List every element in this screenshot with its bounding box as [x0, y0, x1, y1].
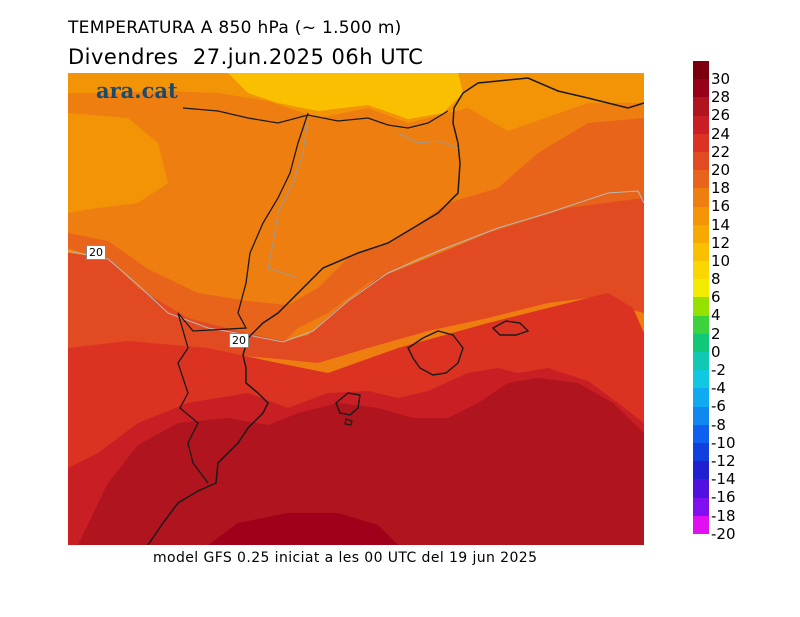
color-swatch — [693, 115, 709, 134]
color-swatch — [693, 370, 709, 389]
scale-label: 20 — [711, 160, 731, 179]
map-date: Divendres 27.jun.2025 06h UTC — [68, 45, 424, 69]
band-20-22 — [68, 198, 644, 363]
color-swatch — [693, 442, 709, 462]
scale-label: -10 — [711, 433, 736, 452]
band-28-30 — [78, 378, 644, 545]
island-mallorca — [407, 330, 464, 376]
contour-20 — [68, 190, 644, 343]
scale-label: -4 — [711, 379, 726, 398]
scale-label: 8 — [711, 270, 721, 289]
color-swatch — [693, 224, 709, 243]
color-swatch — [693, 424, 709, 443]
band-18-20 — [68, 118, 644, 343]
scale-label: 18 — [711, 179, 731, 198]
color-swatch — [693, 461, 709, 480]
scale-label: -2 — [711, 361, 726, 379]
scale-label: 12 — [711, 233, 731, 252]
scale-label: 6 — [711, 288, 721, 307]
scale-label: -14 — [711, 470, 736, 489]
color-swatch — [693, 206, 709, 225]
border-portugal-spain — [177, 112, 309, 484]
color-swatch — [693, 352, 709, 371]
contour-label: 20 — [86, 245, 106, 260]
scale-label: -20 — [711, 524, 736, 543]
map-title: TEMPERATURA A 850 hPa (~ 1.500 m) — [68, 18, 402, 38]
scale-label: 24 — [711, 124, 731, 143]
scale-label: -6 — [711, 397, 726, 416]
scale-label: 4 — [711, 306, 721, 325]
island-ibiza — [335, 392, 361, 416]
color-swatch — [693, 61, 709, 80]
border-france-spain — [182, 107, 449, 129]
model-info: model GFS 0.25 iniciat a les 00 UTC del … — [153, 550, 538, 566]
scale-label: 26 — [711, 106, 731, 125]
color-swatch — [693, 515, 709, 534]
border-regions — [267, 117, 459, 279]
brand-logo: ara.cat — [96, 78, 178, 103]
color-swatch — [693, 188, 709, 207]
scale-label: -18 — [711, 506, 736, 525]
temperature-map — [68, 73, 644, 545]
scale-label: 22 — [711, 142, 731, 161]
scale-label: 16 — [711, 197, 731, 216]
color-swatch — [693, 406, 709, 425]
band-12-14-west — [68, 113, 168, 213]
color-swatch — [693, 497, 709, 516]
color-swatch — [693, 479, 709, 498]
color-swatch — [693, 261, 709, 280]
color-swatch — [693, 170, 709, 189]
color-swatch — [693, 333, 709, 352]
scale-label: 30 — [711, 70, 731, 88]
color-swatch — [693, 151, 709, 171]
band-30-plus — [208, 513, 398, 545]
scale-label: 14 — [711, 215, 731, 234]
coastline — [147, 77, 644, 545]
color-scale — [693, 61, 709, 534]
color-swatch — [693, 133, 709, 152]
color-swatch — [693, 388, 709, 407]
scale-label: 2 — [711, 324, 721, 343]
band-8-10 — [228, 73, 463, 119]
scale-label: -8 — [711, 415, 726, 434]
island-formentera — [344, 418, 353, 426]
scale-label: -16 — [711, 488, 736, 507]
island-menorca — [491, 320, 530, 336]
scale-label: -12 — [711, 451, 736, 470]
color-swatch — [693, 297, 709, 316]
scale-label: 0 — [711, 342, 721, 361]
scale-label: 28 — [711, 88, 731, 107]
color-swatch — [693, 315, 709, 334]
contour-label: 20 — [229, 333, 249, 348]
color-swatch — [693, 242, 709, 262]
color-swatch — [693, 79, 709, 98]
scale-label: 10 — [711, 251, 731, 270]
color-swatch — [693, 279, 709, 298]
color-scale-labels: 30 28 26 24 22 20 18 16 14 12 10 8 6 4 2 0 -2 -4 -6 -8 -10 -1… — [711, 70, 736, 543]
color-swatch — [693, 97, 709, 116]
